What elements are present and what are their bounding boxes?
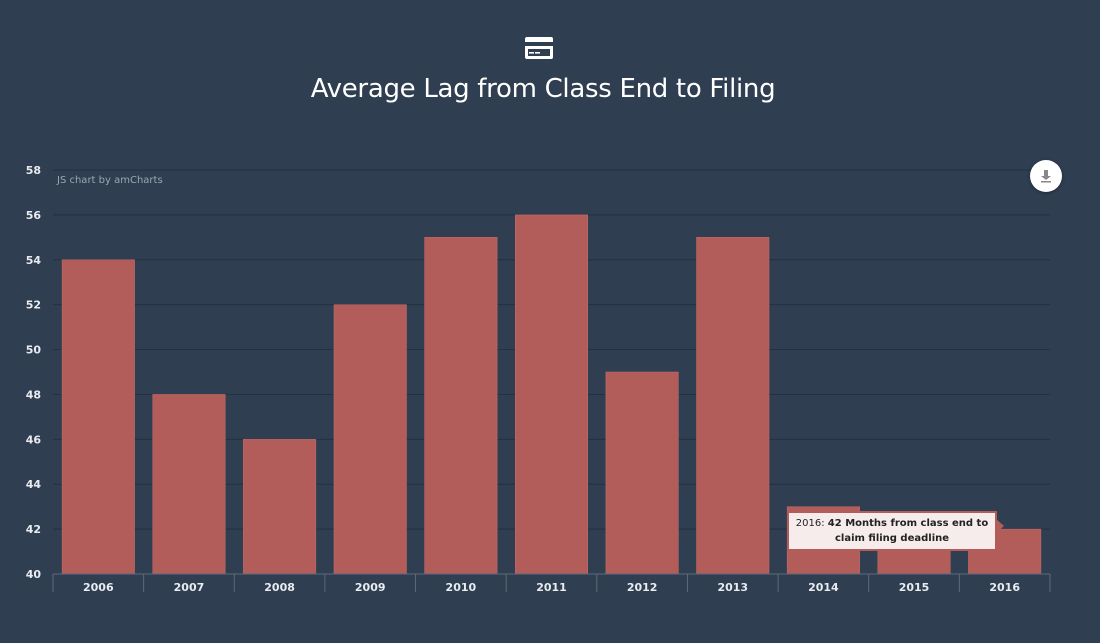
bar[interactable] (514, 214, 589, 575)
bar[interactable] (424, 237, 498, 575)
x-tick-label: 2012 (627, 581, 658, 594)
y-tick-label: 54 (26, 254, 42, 267)
y-tick-label: 48 (26, 388, 41, 401)
export-button[interactable] (1030, 160, 1062, 192)
bar[interactable] (61, 259, 135, 575)
y-tick-label: 50 (26, 344, 42, 357)
tooltip-text: 42 Months from class end to claim filing… (827, 518, 989, 544)
chart-title: Average Lag from Class End to Filing (310, 74, 776, 104)
y-tick-label: 52 (26, 299, 41, 312)
tooltip-category: 2016 (795, 518, 822, 529)
tooltip-pointer (996, 519, 1004, 533)
bar[interactable] (152, 394, 226, 575)
header-credit-card-icon (525, 37, 553, 59)
y-tick-label: 42 (26, 523, 41, 536)
x-tick-label: 2015 (899, 581, 930, 594)
x-tick-label: 2016 (989, 581, 1020, 594)
x-tick-label: 2007 (174, 581, 205, 594)
download-icon (1041, 170, 1051, 183)
x-tick-label: 2011 (536, 581, 567, 594)
tooltip-separator: : (821, 518, 825, 529)
bar[interactable] (605, 371, 679, 575)
x-tick-label: 2009 (355, 581, 386, 594)
y-tick-label: 58 (26, 164, 41, 177)
y-tick-label: 56 (26, 209, 42, 222)
bar[interactable] (243, 439, 317, 575)
x-tick-label: 2006 (83, 581, 114, 594)
x-tick-label: 2010 (446, 581, 477, 594)
x-tick-label: 2008 (264, 581, 295, 594)
y-tick-label: 46 (26, 433, 42, 446)
chart-tooltip: 2016: 42 Months from class end to claim … (787, 511, 1004, 551)
amcharts-credit[interactable]: JS chart by amCharts (57, 175, 163, 186)
x-tick-label: 2013 (717, 581, 748, 594)
bar[interactable] (333, 304, 407, 575)
y-tick-label: 40 (26, 568, 42, 581)
y-tick-label: 44 (26, 478, 42, 491)
bar[interactable] (696, 237, 770, 575)
x-tick-label: 2014 (808, 581, 839, 594)
